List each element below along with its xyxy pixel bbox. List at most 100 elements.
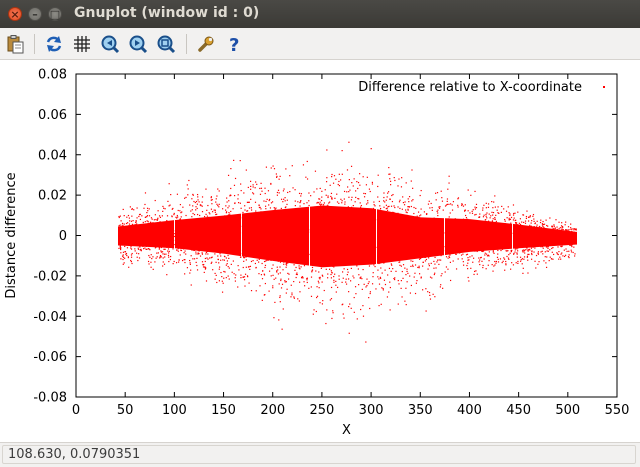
- data-point: [518, 246, 520, 248]
- data-point: [520, 259, 522, 261]
- data-point: [469, 225, 471, 227]
- zoom-previous-button[interactable]: [99, 33, 121, 55]
- data-point: [294, 189, 296, 191]
- data-point: [302, 259, 305, 261]
- close-window-button[interactable]: ×: [8, 7, 22, 21]
- data-point: [235, 240, 237, 243]
- data-point: [490, 221, 491, 251]
- data-point: [492, 211, 495, 214]
- data-point: [332, 312, 334, 314]
- data-point: [483, 214, 485, 216]
- data-point: [406, 214, 407, 261]
- data-point: [423, 222, 425, 224]
- data-point: [372, 276, 374, 278]
- data-point: [434, 238, 436, 240]
- data-point: [225, 264, 227, 266]
- data-point: [535, 242, 537, 244]
- data-point: [342, 313, 344, 315]
- data-point: [260, 208, 262, 210]
- data-point: [404, 300, 406, 302]
- autoscale-button[interactable]: [155, 33, 177, 55]
- data-point: [125, 235, 127, 237]
- data-point: [449, 254, 451, 256]
- data-point: [497, 212, 499, 214]
- data-point: [298, 239, 301, 241]
- data-point: [243, 215, 245, 217]
- data-point: [267, 226, 270, 228]
- data-point: [525, 217, 528, 220]
- data-point: [366, 207, 367, 265]
- data-point: [413, 212, 415, 215]
- data-point: [551, 226, 553, 228]
- help-button[interactable]: ?: [223, 33, 245, 55]
- copy-to-clipboard-button[interactable]: [4, 33, 26, 55]
- data-point: [381, 287, 383, 289]
- data-point: [502, 260, 504, 262]
- data-point: [440, 275, 442, 277]
- data-point: [441, 239, 443, 241]
- data-point: [333, 175, 336, 177]
- data-point: [291, 245, 293, 247]
- data-point: [176, 217, 178, 219]
- data-point: [523, 225, 524, 248]
- data-point: [170, 220, 171, 249]
- data-point: [570, 234, 572, 236]
- data-point: [300, 207, 301, 265]
- data-point: [482, 250, 484, 253]
- data-point: [189, 262, 191, 264]
- data-point: [414, 292, 417, 295]
- data-point: [119, 228, 121, 230]
- data-point: [215, 249, 217, 251]
- data-point: [429, 276, 432, 278]
- zoom-next-button[interactable]: [127, 33, 149, 55]
- data-point: [217, 250, 219, 253]
- data-point: [366, 176, 368, 178]
- zoom-next-icon: [129, 35, 148, 54]
- data-point: [551, 236, 553, 238]
- settings-button[interactable]: [195, 33, 217, 55]
- data-point: [367, 251, 369, 253]
- data-point: [154, 247, 156, 249]
- data-point: [492, 270, 494, 272]
- data-point: [311, 270, 313, 272]
- data-point: [567, 229, 569, 231]
- data-point: [239, 237, 241, 239]
- data-point: [196, 234, 198, 236]
- data-point: [547, 246, 549, 248]
- data-point: [348, 246, 350, 248]
- data-point: [216, 216, 217, 253]
- data-point: [211, 249, 213, 251]
- data-point: [556, 234, 558, 236]
- data-point: [446, 203, 449, 205]
- replot-button[interactable]: [43, 33, 65, 55]
- data-point: [454, 218, 455, 254]
- data-point: [379, 242, 381, 244]
- data-point: [198, 243, 200, 246]
- toggle-grid-button[interactable]: [71, 33, 93, 55]
- data-point: [355, 240, 357, 242]
- data-point: [380, 277, 382, 279]
- data-point: [145, 225, 147, 227]
- data-point: [397, 215, 399, 217]
- plot-area[interactable]: 0 50 100 150 200 250 300 350 400 450 500 550 0.08 0.…: [0, 60, 640, 442]
- data-point: [345, 239, 347, 241]
- data-point: [298, 300, 300, 302]
- data-point: [282, 212, 284, 214]
- maximize-window-button[interactable]: □: [48, 7, 62, 21]
- data-point: [311, 271, 313, 273]
- data-point: [554, 233, 556, 235]
- data-point: [448, 218, 449, 255]
- zoom-previous-icon: [101, 35, 120, 54]
- data-point: [382, 210, 383, 264]
- data-point: [461, 204, 463, 207]
- data-point: [122, 208, 124, 211]
- data-point: [194, 218, 195, 251]
- data-point: [362, 242, 364, 244]
- data-point: [555, 235, 557, 237]
- data-point: [166, 215, 169, 217]
- minimize-window-button[interactable]: –: [28, 7, 42, 21]
- data-point: [185, 230, 187, 232]
- data-point: [338, 180, 340, 183]
- data-point: [344, 253, 346, 255]
- data-point: [418, 227, 420, 229]
